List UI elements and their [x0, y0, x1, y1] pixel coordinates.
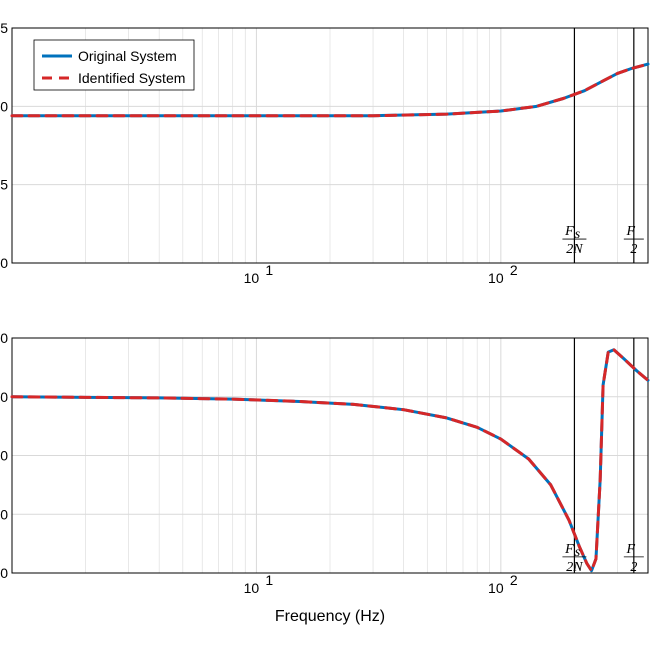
ytick-label: 0 [0, 506, 8, 522]
svg-text:10: 10 [244, 270, 260, 286]
bode-figure: 0505101102Fs2NF2Original SystemIdentifie… [0, 0, 655, 655]
svg-text:2N: 2N [566, 242, 583, 257]
svg-text:2: 2 [510, 262, 518, 278]
legend-item-label: Identified System [78, 70, 185, 86]
svg-text:1: 1 [265, 262, 273, 278]
svg-text:F: F [626, 224, 636, 239]
svg-text:1: 1 [265, 572, 273, 588]
svg-text:F: F [626, 542, 636, 557]
svg-text:s: s [575, 545, 581, 560]
svg-text:2: 2 [630, 560, 637, 575]
svg-text:10: 10 [244, 580, 260, 596]
ytick-label: 0 [0, 255, 8, 271]
svg-text:2: 2 [510, 572, 518, 588]
svg-text:10: 10 [488, 270, 504, 286]
ytick-label: 0 [0, 448, 8, 464]
legend-item-label: Original System [78, 48, 177, 64]
ytick-label: 0 [0, 389, 8, 405]
ytick-label: 5 [0, 177, 8, 193]
svg-text:10: 10 [488, 580, 504, 596]
xtick-label: 10 1 [244, 572, 274, 596]
svg-text:s: s [575, 227, 581, 242]
svg-text:F: F [564, 542, 574, 557]
svg-text:2: 2 [630, 242, 637, 257]
xtick-label: 10 2 [488, 262, 518, 286]
xtick-label: 10 2 [488, 572, 518, 596]
xlabel: Frequency (Hz) [275, 608, 385, 625]
xtick-label: 10 1 [244, 262, 274, 286]
ytick-label: 0 [0, 98, 8, 114]
svg-text:F: F [564, 224, 574, 239]
ytick-label: 0 [0, 330, 8, 346]
figure-container: 0505101102Fs2NF2Original SystemIdentifie… [0, 0, 655, 655]
svg-text:2N: 2N [566, 560, 583, 575]
ytick-label: 5 [0, 20, 8, 36]
ytick-label: 0 [0, 565, 8, 581]
